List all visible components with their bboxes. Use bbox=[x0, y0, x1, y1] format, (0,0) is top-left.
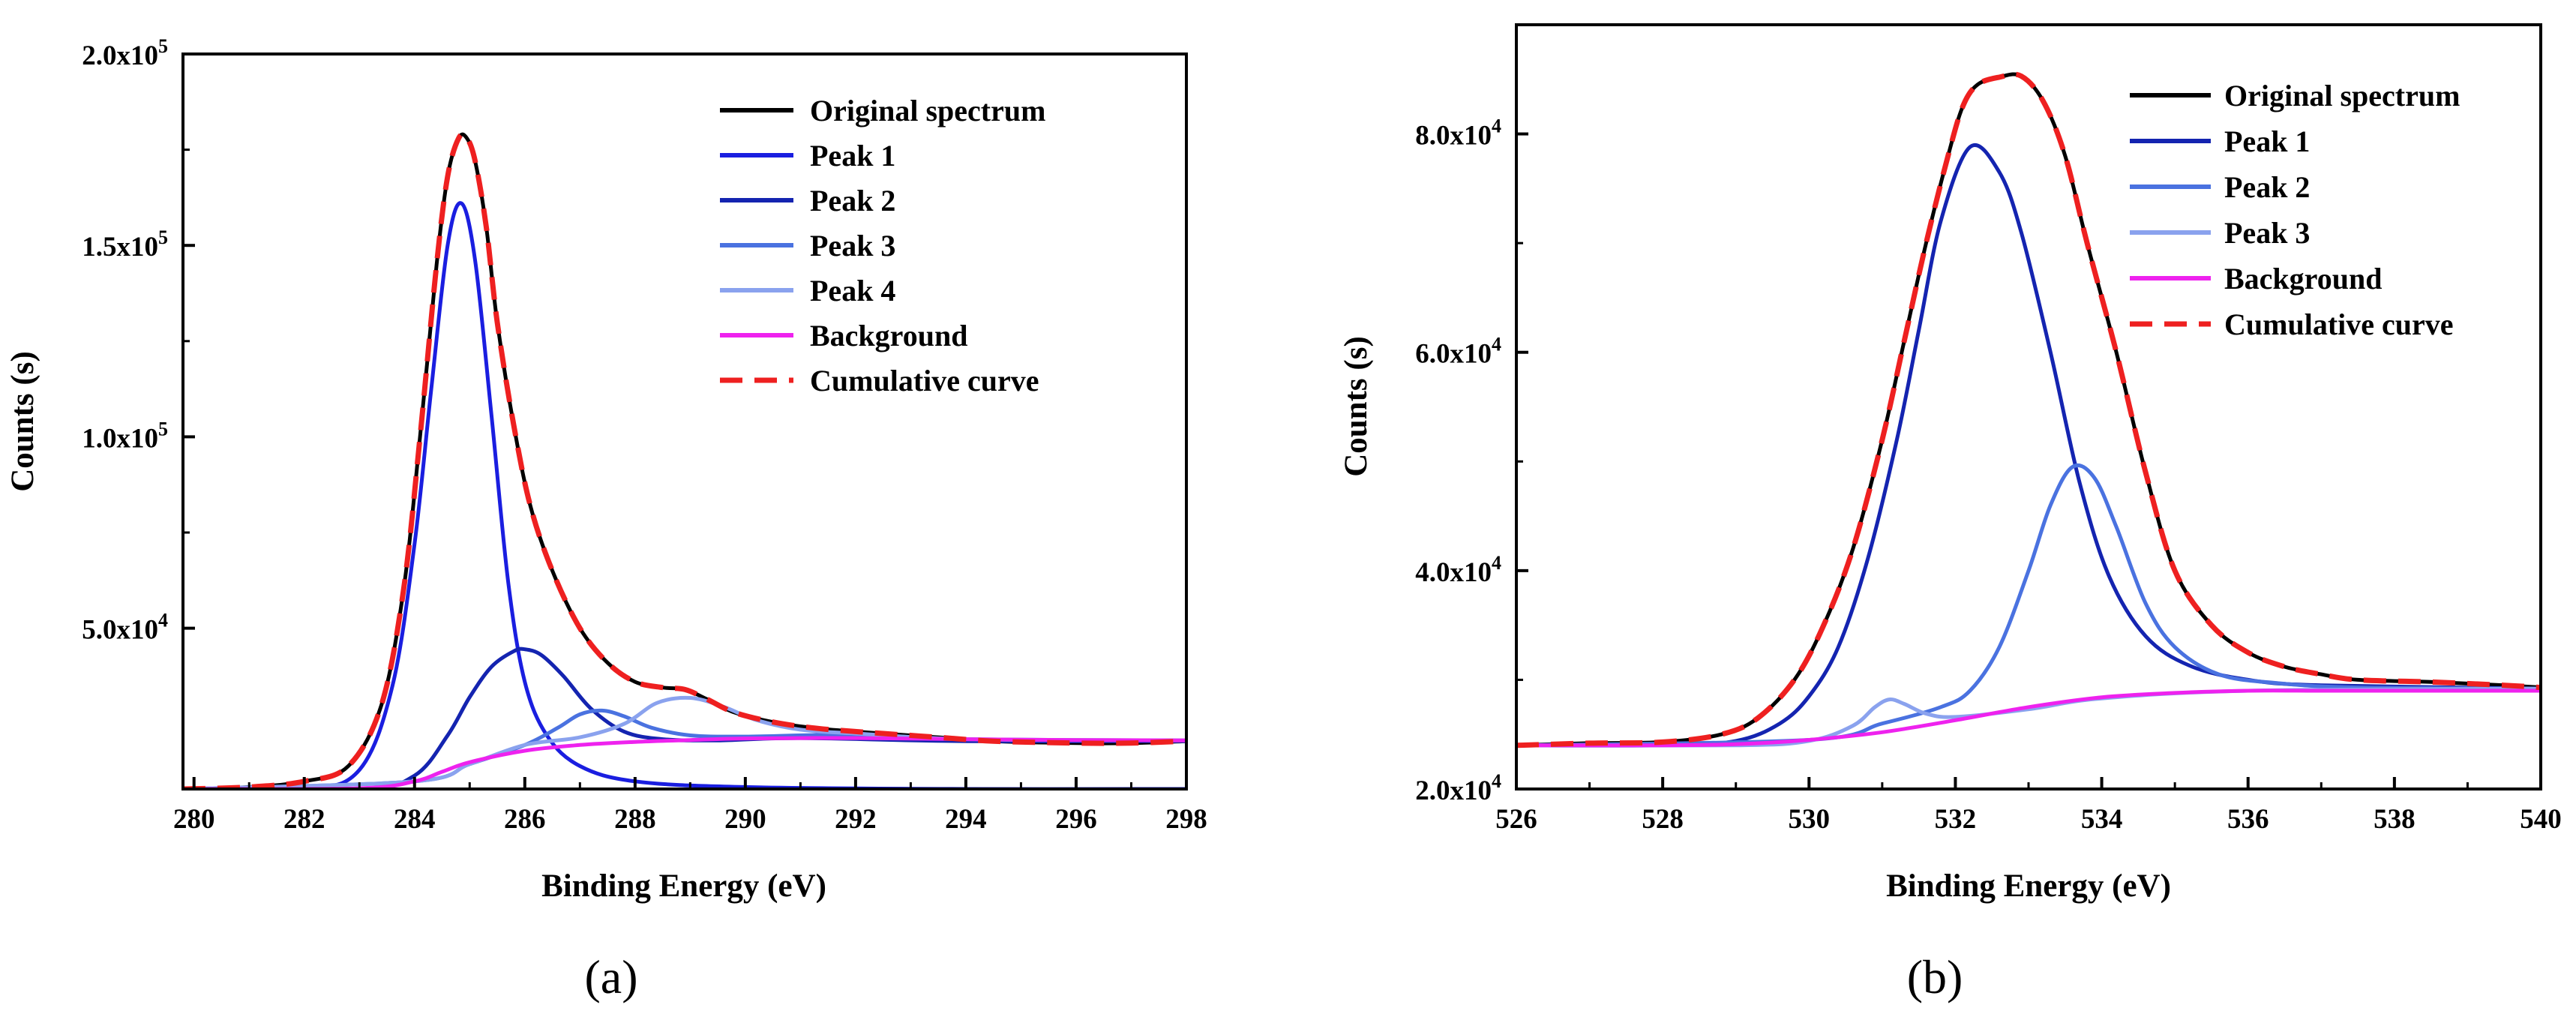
chart-panel-b: 526 528 530 532 534 536 538 540 2.0x104 4.0x104 6.… bbox=[1339, 23, 2562, 1004]
series-line-peak-2 bbox=[183, 646, 1186, 789]
y-tick-label: 6.0x104 bbox=[1415, 334, 1501, 370]
legend: Original spectrum Peak 1 Peak 2 Peak 3 Backg… bbox=[2130, 79, 2460, 341]
plot-frame bbox=[1515, 23, 2542, 790]
series-line-background bbox=[1516, 688, 2541, 748]
x-tick-label: 526 bbox=[1495, 804, 1537, 835]
x-tick-label: 298 bbox=[1165, 804, 1207, 835]
legend-label: Peak 1 bbox=[2224, 124, 2310, 158]
series-line-peak-3 bbox=[1516, 686, 2541, 748]
y-axis-title: Counts (s) bbox=[5, 351, 40, 492]
legend-label: Background bbox=[810, 319, 967, 352]
y-tick-label: 2.0x104 bbox=[1415, 770, 1501, 806]
series-line-original-spectrum bbox=[1516, 72, 2541, 748]
x-axis-title: Binding Energy (eV) bbox=[1886, 868, 2171, 904]
y-tick-label: 5.0x104 bbox=[82, 610, 168, 646]
legend-label: Cumulative curve bbox=[810, 364, 1039, 398]
y-tick-label: 2.0x105 bbox=[82, 35, 168, 71]
x-tick-label: 536 bbox=[2227, 804, 2269, 835]
x-tick-label: 296 bbox=[1055, 804, 1097, 835]
series-line-peak-1 bbox=[183, 201, 1186, 789]
series-line-background bbox=[183, 736, 1186, 789]
legend-label: Original spectrum bbox=[810, 94, 1045, 128]
x-axis-title: Binding Energy (eV) bbox=[541, 868, 826, 904]
legend-label: Background bbox=[2224, 262, 2382, 296]
panel-label: (a) bbox=[584, 950, 637, 1004]
x-tick-label: 528 bbox=[1642, 804, 1684, 835]
y-axis-title: Counts (s) bbox=[1339, 336, 1374, 477]
x-tick-label: 532 bbox=[1935, 804, 1977, 835]
x-tick-label: 284 bbox=[394, 804, 436, 835]
x-tick-label: 540 bbox=[2520, 804, 2562, 835]
x-tick-label: 290 bbox=[724, 804, 766, 835]
legend-label: Original spectrum bbox=[2224, 79, 2460, 112]
legend-label: Peak 4 bbox=[810, 274, 895, 308]
panel-label: (b) bbox=[1907, 950, 1963, 1004]
legend-label: Peak 2 bbox=[810, 184, 895, 218]
series-line-peak-2 bbox=[1516, 463, 2541, 748]
legend-label: Peak 1 bbox=[810, 139, 895, 172]
x-tick-label: 286 bbox=[504, 804, 546, 835]
legend: Original spectrum Peak 1 Peak 2 Peak 3 Peak … bbox=[720, 94, 1045, 398]
x-tick-label: 530 bbox=[1789, 804, 1831, 835]
x-tick-label: 292 bbox=[835, 804, 877, 835]
series-line-cumulative-curve bbox=[183, 131, 1186, 789]
y-tick-label: 1.0x105 bbox=[82, 418, 168, 454]
y-tick-label: 8.0x104 bbox=[1415, 116, 1501, 152]
x-tick-label: 282 bbox=[283, 804, 325, 835]
x-tick-label: 280 bbox=[173, 804, 215, 835]
y-tick-label: 4.0x104 bbox=[1415, 552, 1501, 588]
y-tick-label: 1.5x105 bbox=[82, 226, 168, 262]
x-tick-label: 288 bbox=[614, 804, 656, 835]
series-line-peak-1 bbox=[1516, 143, 2541, 748]
plot-frame bbox=[181, 52, 1188, 790]
legend-label: Cumulative curve bbox=[2224, 308, 2454, 341]
legend-label: Peak 2 bbox=[2224, 170, 2310, 204]
legend-label: Peak 3 bbox=[810, 229, 895, 262]
x-tick-label: 534 bbox=[2081, 804, 2123, 835]
series-line-cumulative-curve bbox=[1516, 71, 2541, 748]
x-tick-label: 294 bbox=[945, 804, 987, 835]
x-tick-label: 538 bbox=[2374, 804, 2416, 835]
chart-panel-a: 280 282 284 286 288 290 292 294 296 298 5.0x104 1.0… bbox=[5, 35, 1207, 1004]
legend-label: Peak 3 bbox=[2224, 216, 2310, 250]
